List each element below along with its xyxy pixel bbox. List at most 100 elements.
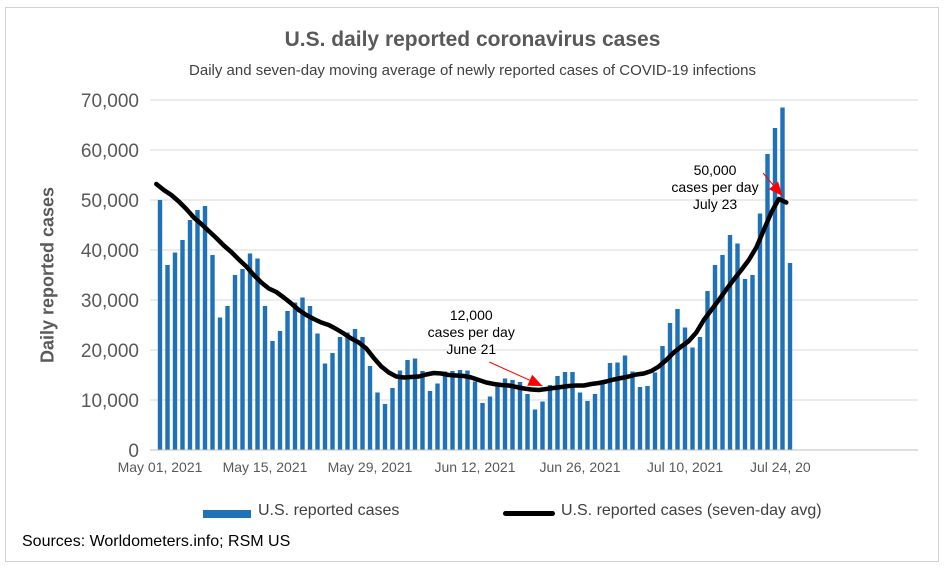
bar [315, 333, 320, 450]
x-tick-label: May 15, 2021 [223, 459, 308, 475]
bar-series [157, 107, 793, 450]
bar [427, 391, 433, 450]
annotation-text: July 23 [693, 196, 738, 212]
bar [420, 371, 425, 450]
annotation-text: cases per day [671, 179, 758, 195]
bar [555, 376, 560, 450]
bar [232, 275, 238, 450]
bar [202, 206, 208, 450]
chart-title: U.S. daily reported coronavirus cases [284, 28, 661, 51]
bar [585, 401, 590, 450]
bar [772, 128, 778, 450]
bar [255, 258, 260, 450]
x-tick-label: Jul 10, 2021 [647, 459, 723, 475]
x-tick-labels: May 01, 2021 May 15, 2021 May 29, 2021 Jun … [118, 459, 811, 475]
bar [292, 302, 298, 450]
legend-label-bars: U.S. reported cases [258, 502, 400, 519]
bar [390, 388, 395, 450]
annotation-text: June 21 [446, 341, 496, 357]
bar [637, 387, 643, 450]
bar [352, 329, 358, 450]
y-tick-labels: 0 10,000 20,000 30,000 40,000 50,000 60,000 70,… [81, 91, 139, 462]
bar [217, 317, 223, 450]
bar [367, 366, 373, 450]
source-note: Sources: Worldometers.info; RSM US [22, 533, 291, 550]
annotation-text: 12,000 [450, 307, 493, 323]
annotation-text: cases per day [428, 324, 515, 340]
bar [300, 297, 305, 450]
bar [517, 382, 523, 450]
bar [502, 378, 508, 450]
bar [765, 154, 770, 450]
bar [742, 279, 748, 450]
bar [382, 404, 388, 450]
bar [510, 380, 515, 450]
bar [375, 392, 380, 450]
bar [465, 370, 470, 450]
bar [480, 403, 485, 450]
y-tick-label: 60,000 [81, 141, 139, 162]
y-tick-label: 30,000 [81, 291, 139, 312]
bar [307, 306, 313, 450]
moving-average-line [154, 181, 789, 393]
bar [607, 363, 613, 450]
line-series [154, 181, 789, 393]
bar [570, 372, 575, 450]
bar [727, 235, 733, 450]
legend-label-line: U.S. reported cases (seven-day avg) [561, 502, 822, 519]
x-tick-label: Jul 24, 20 [750, 459, 811, 475]
bar [780, 107, 785, 450]
bar [180, 240, 185, 450]
bar [172, 252, 178, 450]
bar [750, 275, 755, 450]
bar [262, 306, 268, 450]
bar [562, 372, 568, 450]
bar [652, 372, 658, 450]
bar [457, 370, 463, 450]
chart-subtitle: Daily and seven-day moving average of ne… [189, 62, 756, 79]
bar [705, 291, 710, 450]
bar [615, 362, 620, 450]
y-tick-label: 10,000 [81, 391, 139, 412]
bar [435, 383, 440, 450]
bar [345, 332, 350, 450]
bar [337, 337, 343, 450]
bar [247, 253, 253, 450]
bar [360, 337, 365, 450]
bar [540, 401, 545, 450]
bar [165, 265, 170, 450]
y-tick-label: 50,000 [81, 191, 139, 212]
annotation-text: 50,000 [694, 162, 737, 178]
bar [240, 269, 245, 450]
bar [600, 381, 605, 450]
bar [525, 394, 530, 450]
bar [330, 353, 335, 450]
bar [195, 210, 200, 450]
x-tick-label: May 29, 2021 [328, 459, 413, 475]
bar [622, 355, 628, 450]
bar [225, 306, 230, 450]
bar [442, 371, 448, 450]
bar [787, 263, 793, 450]
bar [472, 381, 478, 450]
bar [495, 386, 500, 450]
bar [675, 309, 680, 450]
bar [487, 396, 493, 450]
bar [577, 392, 583, 450]
y-tick-label: 40,000 [81, 241, 139, 262]
bar [187, 220, 193, 450]
bar [277, 331, 283, 450]
bar [322, 363, 328, 450]
bar [682, 327, 688, 450]
legend-swatch-line [503, 511, 555, 516]
bar [285, 311, 290, 450]
bar [270, 341, 275, 450]
bar [720, 255, 725, 450]
legend-swatch-bars [203, 510, 251, 518]
y-tick-label: 70,000 [81, 91, 139, 112]
bar [660, 346, 665, 450]
x-tick-label: Jun 26, 2021 [540, 459, 621, 475]
bar [412, 358, 418, 450]
